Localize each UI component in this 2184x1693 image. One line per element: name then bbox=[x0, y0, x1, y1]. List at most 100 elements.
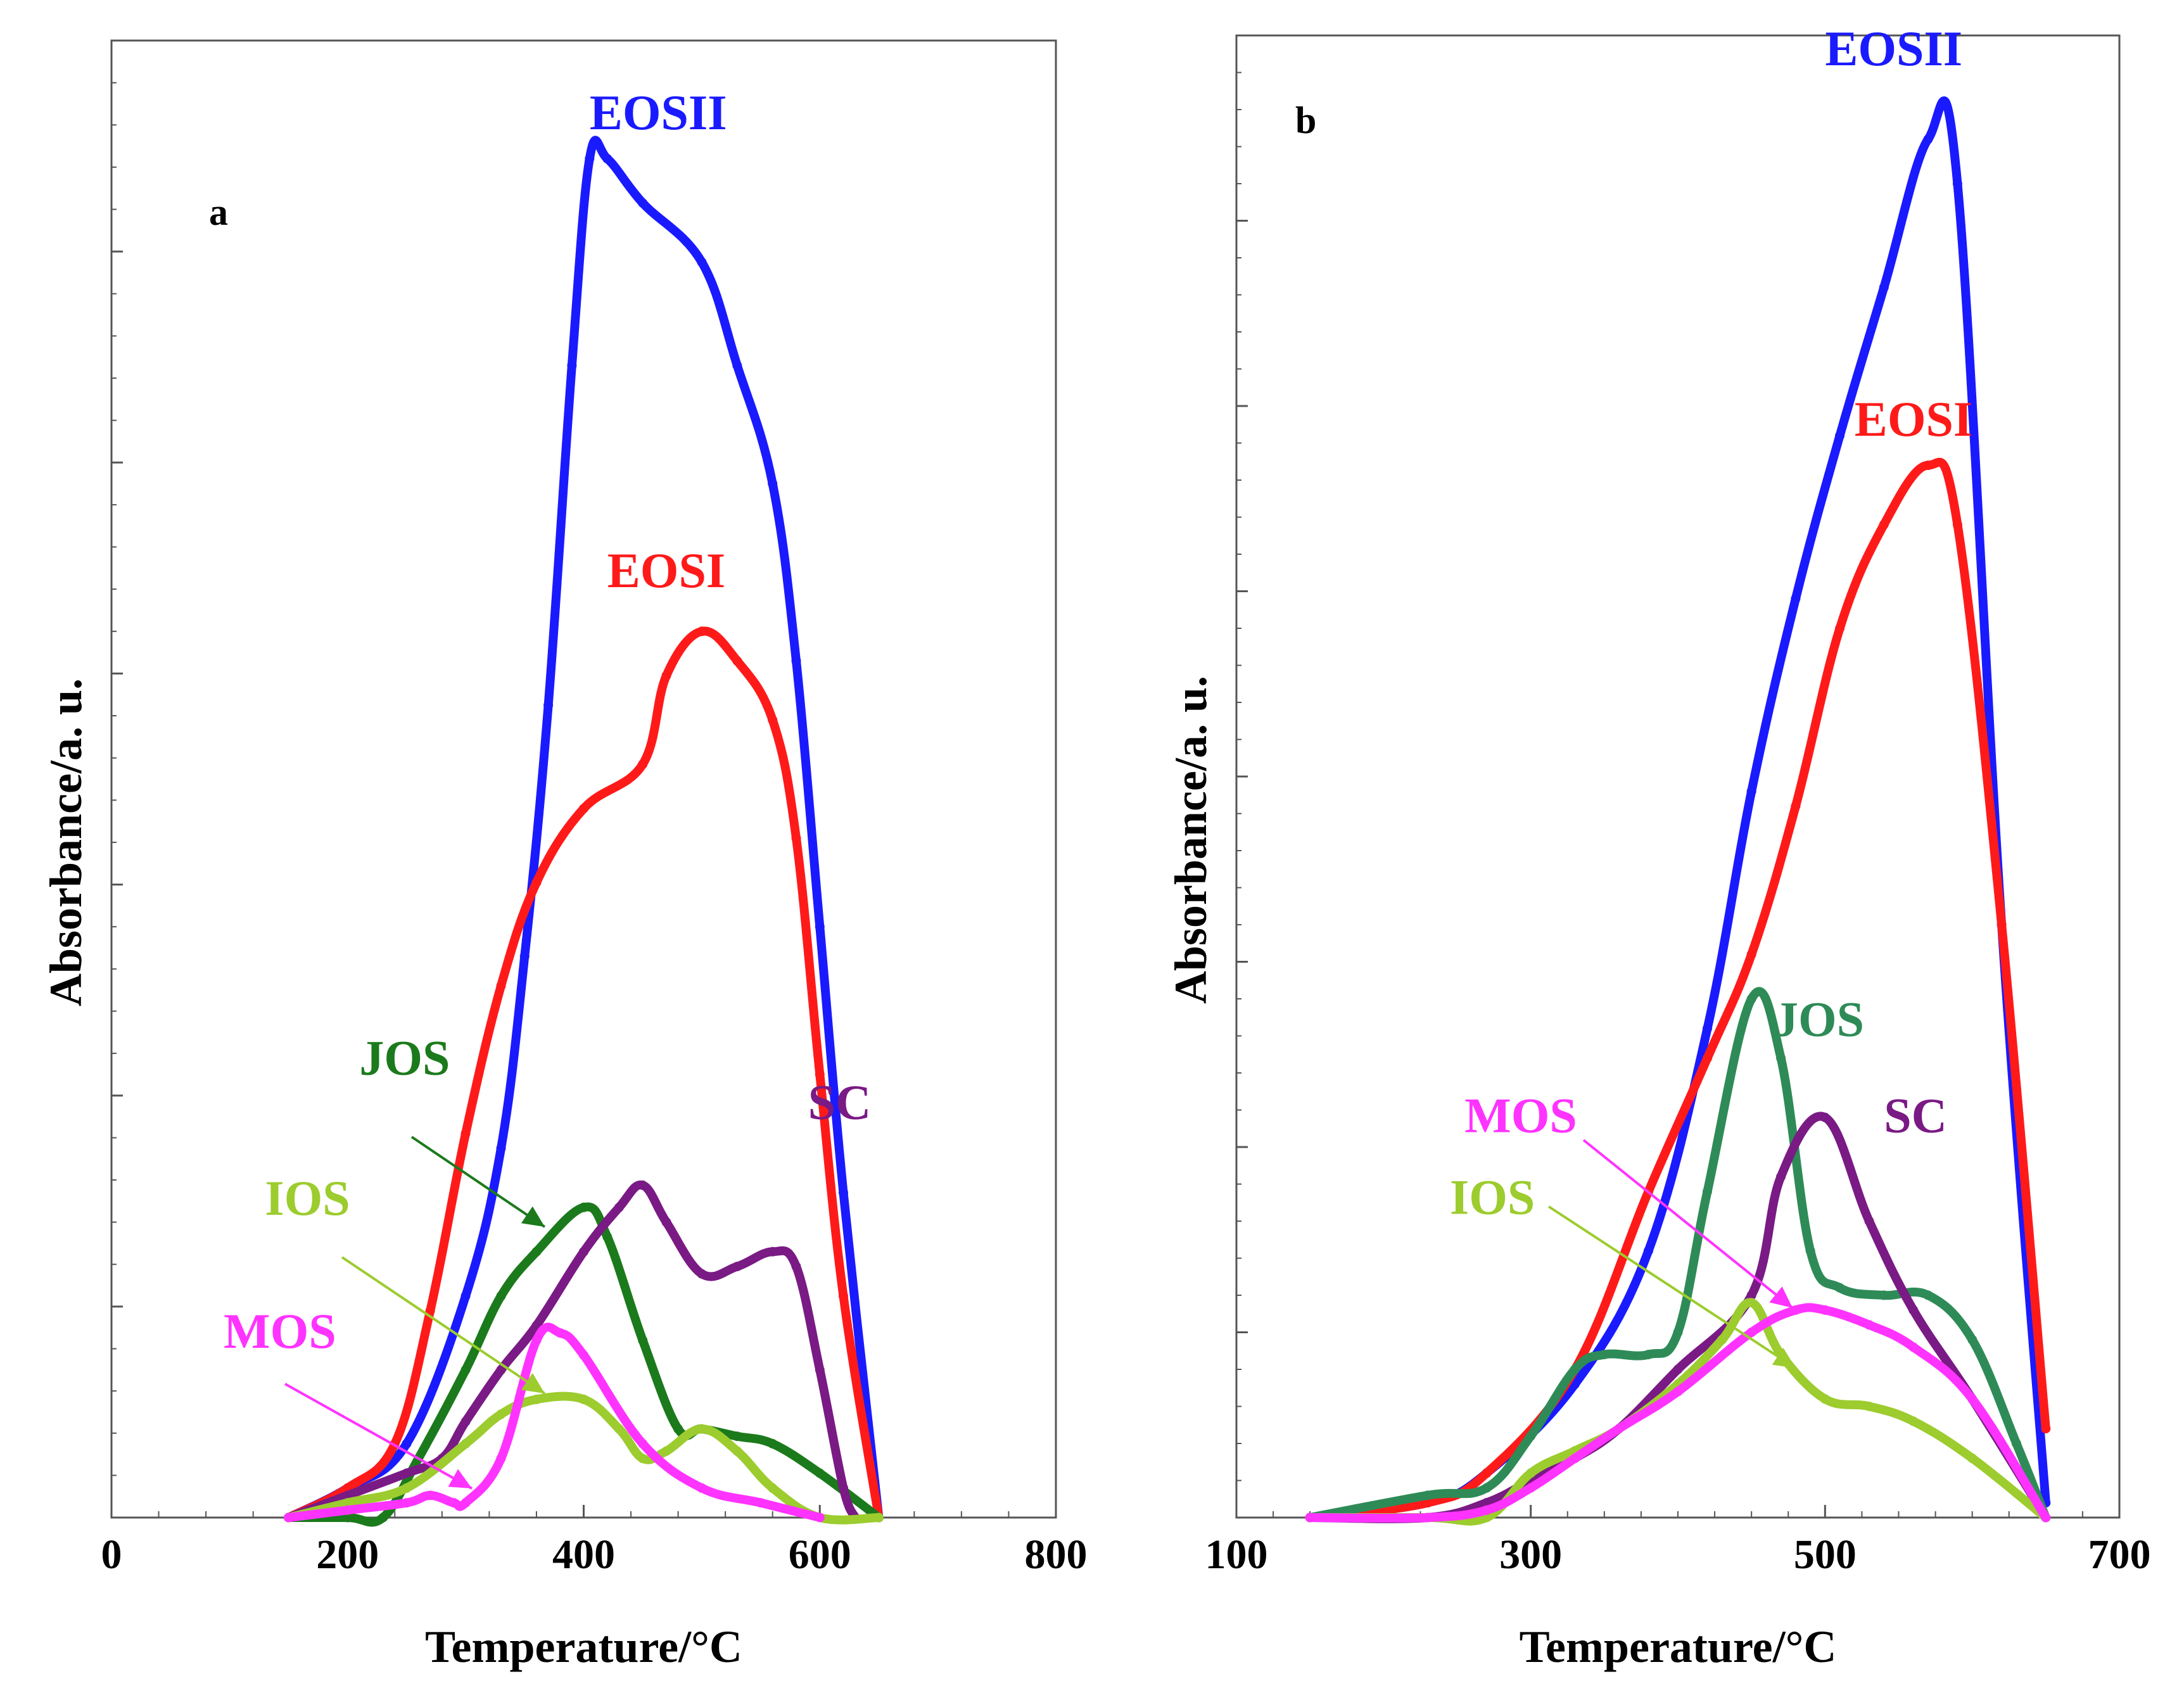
data-point bbox=[661, 1446, 671, 1456]
data-point bbox=[815, 1069, 825, 1079]
data-point bbox=[732, 1431, 742, 1442]
annotation-arrowhead bbox=[1769, 1286, 1793, 1308]
series-line-jos bbox=[1305, 987, 2050, 1522]
data-point bbox=[1805, 1246, 1815, 1256]
data-point bbox=[1526, 1468, 1536, 1478]
data-point bbox=[1997, 920, 2007, 930]
series-label-jos: JOS bbox=[359, 1030, 450, 1085]
data-point bbox=[768, 715, 778, 725]
x-tick-label: 0 bbox=[101, 1531, 122, 1578]
data-point bbox=[1673, 1386, 1683, 1397]
series-line-mos bbox=[284, 1322, 825, 1522]
data-point bbox=[1482, 1483, 1492, 1493]
data-point bbox=[1423, 1490, 1433, 1500]
y-axis-title: Absorbance/a. u. bbox=[41, 678, 91, 1006]
data-point bbox=[697, 626, 707, 637]
data-point bbox=[768, 1483, 778, 1493]
annotation-arrowhead bbox=[448, 1469, 472, 1488]
data-point bbox=[1526, 1431, 1536, 1441]
data-point bbox=[638, 1438, 648, 1449]
data-point bbox=[496, 981, 506, 991]
data-point bbox=[531, 1246, 542, 1257]
data-point bbox=[449, 1498, 459, 1508]
data-point bbox=[1791, 593, 1801, 604]
data-point bbox=[1644, 1246, 1653, 1256]
data-point bbox=[460, 1365, 471, 1375]
data-point bbox=[732, 656, 742, 666]
annotation-arrowhead bbox=[1772, 1348, 1796, 1368]
data-point bbox=[1835, 623, 1845, 633]
data-point bbox=[791, 833, 801, 843]
data-point bbox=[697, 257, 707, 267]
data-point bbox=[1923, 1290, 1933, 1300]
data-point bbox=[1482, 1505, 1492, 1515]
x-tick-label: 100 bbox=[1205, 1531, 1268, 1578]
data-point bbox=[425, 1490, 435, 1500]
data-point bbox=[1908, 1342, 1919, 1352]
data-point bbox=[697, 1483, 707, 1493]
y-axis-title: Absorbance/a. u. bbox=[1165, 676, 1216, 1004]
series-line-ios bbox=[284, 1392, 884, 1525]
data-point bbox=[1879, 282, 1889, 293]
data-point bbox=[1305, 1512, 1315, 1523]
data-point bbox=[697, 1424, 707, 1434]
data-point bbox=[768, 1438, 778, 1449]
data-point bbox=[402, 1483, 412, 1493]
data-point bbox=[732, 1262, 742, 1272]
data-point bbox=[1746, 949, 1756, 960]
series-label-eosi: EOSI bbox=[1855, 391, 1972, 447]
x-tick-label: 600 bbox=[789, 1531, 851, 1578]
data-point bbox=[414, 1454, 424, 1464]
data-point bbox=[638, 759, 648, 770]
x-tick-label: 800 bbox=[1025, 1531, 1088, 1578]
data-point bbox=[579, 1394, 588, 1404]
data-point bbox=[638, 198, 648, 208]
data-point bbox=[2041, 1512, 2051, 1523]
series-line-sc bbox=[1305, 1112, 2050, 1523]
data-point bbox=[531, 1394, 542, 1404]
data-point bbox=[1908, 1305, 1919, 1315]
series-label-jos: JOS bbox=[1774, 992, 1864, 1047]
data-point bbox=[768, 479, 778, 489]
series-line-eosii bbox=[1305, 96, 2050, 1522]
data-point bbox=[1746, 994, 1756, 1004]
data-point bbox=[1482, 1468, 1492, 1478]
data-point bbox=[1644, 1350, 1653, 1360]
data-point bbox=[732, 1446, 742, 1456]
series-label-eosi: EOSI bbox=[607, 543, 725, 598]
data-point bbox=[1791, 801, 1801, 811]
annotation-arrow bbox=[1547, 1205, 1797, 1369]
data-point bbox=[815, 1468, 825, 1478]
series-label-mos: MOS bbox=[1464, 1088, 1577, 1143]
series-label-mos: MOS bbox=[224, 1303, 336, 1359]
series-label-eosii: EOSII bbox=[590, 85, 727, 140]
data-point bbox=[1776, 1053, 1786, 1063]
annotation-arrowhead bbox=[521, 1373, 545, 1393]
panel-letter: b bbox=[1295, 99, 1316, 141]
series-line-mos bbox=[1305, 1303, 2050, 1523]
series-label-sc: SC bbox=[808, 1074, 872, 1129]
data-point bbox=[531, 1335, 542, 1345]
data-point bbox=[732, 360, 742, 371]
series-label-eosii: EOSII bbox=[1825, 21, 1962, 76]
data-point bbox=[284, 1512, 294, 1523]
data-point bbox=[567, 360, 577, 371]
data-point bbox=[697, 1269, 707, 1279]
data-point bbox=[579, 804, 588, 814]
data-point bbox=[519, 951, 530, 961]
annotation-arrow bbox=[1582, 1139, 1794, 1309]
x-tick-label: 300 bbox=[1499, 1531, 1562, 1578]
data-point bbox=[460, 1438, 471, 1449]
data-point bbox=[1791, 1305, 1801, 1315]
data-point bbox=[1820, 1112, 1830, 1122]
series-label-ios: IOS bbox=[265, 1170, 350, 1226]
data-point bbox=[1864, 1320, 1874, 1330]
data-point bbox=[839, 1188, 848, 1198]
data-point bbox=[1864, 1402, 1874, 1411]
data-point bbox=[614, 1424, 624, 1434]
data-point bbox=[791, 656, 801, 666]
x-tick-label: 200 bbox=[316, 1531, 379, 1578]
series-label-ios: IOS bbox=[1450, 1169, 1535, 1224]
data-point bbox=[1423, 1512, 1433, 1523]
